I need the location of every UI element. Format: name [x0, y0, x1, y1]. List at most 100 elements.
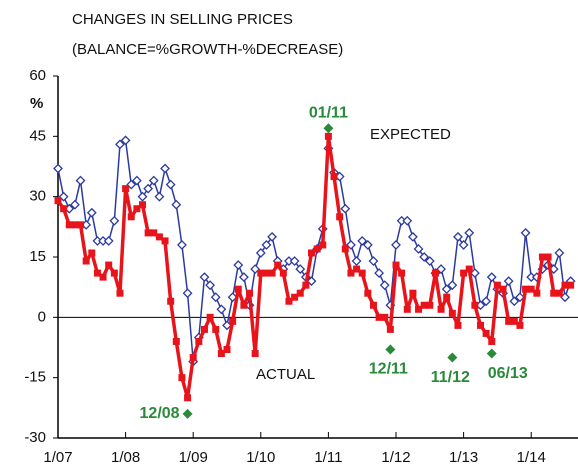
point [133, 205, 141, 213]
point [155, 233, 163, 241]
x-tick-label: 1/07 [43, 449, 72, 466]
point [126, 179, 137, 190]
point [229, 317, 237, 325]
point [257, 269, 265, 277]
point [160, 163, 170, 174]
point [171, 199, 182, 210]
point [353, 265, 361, 273]
point [274, 261, 282, 269]
point [351, 256, 362, 266]
point [426, 301, 434, 309]
y-tick-label: 60 [29, 67, 46, 84]
point [82, 257, 90, 265]
point [227, 292, 238, 303]
point [424, 256, 435, 266]
point [319, 241, 327, 249]
point [71, 221, 79, 229]
chart-subtitle: (BALANCE=%GROWTH-%DECREASE) [72, 41, 343, 58]
point [436, 264, 446, 274]
point [189, 354, 197, 362]
point [105, 261, 113, 269]
point [75, 175, 86, 186]
point [413, 244, 424, 254]
point [493, 281, 501, 289]
annotation: 12/11 [369, 361, 408, 378]
point [458, 240, 469, 250]
point [60, 205, 68, 213]
point [379, 280, 390, 291]
point [103, 235, 114, 246]
point [516, 321, 524, 329]
y-axis-label: % [30, 95, 43, 112]
point [471, 301, 479, 309]
point [403, 305, 411, 313]
point [544, 253, 552, 261]
annotation: 12/08 [140, 405, 180, 422]
x-tick-label: 1/13 [449, 449, 478, 466]
point [295, 264, 306, 274]
point [447, 280, 458, 291]
point [233, 260, 244, 270]
point [464, 227, 475, 238]
point [182, 288, 193, 299]
point [527, 285, 535, 293]
point [122, 185, 130, 193]
point [137, 191, 148, 202]
annotation-marker [182, 408, 193, 419]
y-tick-label: 45 [29, 127, 46, 144]
x-tick-label: 1/14 [517, 449, 546, 466]
point [296, 289, 304, 297]
point [165, 179, 176, 190]
point [54, 197, 62, 205]
point [110, 269, 118, 277]
point [358, 269, 366, 277]
y-tick-label: 0 [38, 308, 46, 325]
point [167, 297, 175, 305]
point [223, 346, 231, 354]
point [217, 350, 225, 358]
annotation-marker [323, 123, 334, 134]
point [555, 289, 563, 297]
point [77, 221, 85, 229]
annotation: 06/13 [488, 365, 528, 382]
point [386, 325, 394, 333]
point [291, 293, 299, 301]
y-tick-label: 30 [29, 188, 46, 205]
point [465, 265, 473, 273]
point [65, 221, 73, 229]
point [505, 317, 513, 325]
x-tick-label: 1/11 [314, 449, 342, 466]
point [486, 272, 497, 283]
point [127, 213, 135, 221]
point [240, 301, 248, 309]
point [148, 175, 159, 186]
chart-title: CHANGES IN SELLING PRICES [72, 11, 293, 28]
point [330, 173, 338, 181]
point [554, 248, 565, 258]
point [499, 285, 507, 293]
point [341, 245, 349, 253]
point [216, 304, 227, 315]
point [120, 135, 131, 146]
point [306, 276, 317, 287]
point [154, 191, 165, 202]
point [402, 215, 413, 226]
point [357, 235, 368, 246]
point [533, 289, 541, 297]
point [115, 139, 125, 150]
point [88, 249, 96, 257]
point [93, 269, 101, 277]
point [381, 313, 389, 321]
point [206, 313, 214, 321]
point [302, 281, 310, 289]
point [251, 350, 259, 358]
x-tick-label: 1/10 [246, 449, 275, 466]
annotation-marker [447, 352, 458, 363]
y-tick-label: -15 [24, 369, 46, 386]
point [441, 284, 452, 295]
x-tick-label: 1/09 [179, 449, 208, 466]
point [131, 175, 142, 186]
point [313, 245, 321, 253]
point [195, 337, 203, 345]
point [178, 374, 186, 382]
